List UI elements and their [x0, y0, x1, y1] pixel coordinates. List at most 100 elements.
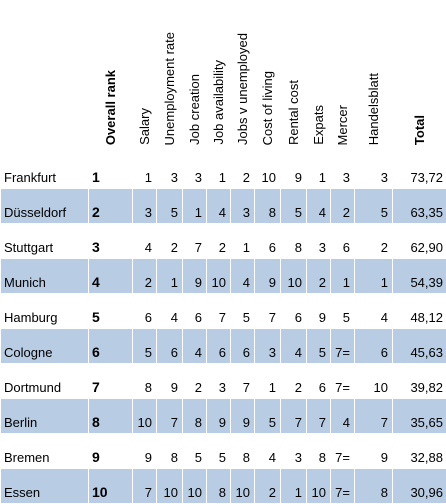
cell-cost-of-living: 8 [255, 189, 281, 224]
cell-city: Essen [1, 469, 89, 504]
cell-expats: 5 [307, 329, 331, 364]
cell-expats: 2 [307, 259, 331, 294]
cell-cost-of-living: 1 [255, 364, 281, 399]
cell-mercer: 7= [331, 364, 355, 399]
cell-jobs-v-unemployed: 5 [231, 294, 255, 329]
cell-unemployment-rate: 2 [157, 224, 183, 259]
cell-rental-cost: 4 [281, 329, 307, 364]
cell-unemployment-rate: 9 [157, 364, 183, 399]
cell-jobs-v-unemployed: 3 [231, 189, 255, 224]
cell-handelsblatt: 3 [355, 154, 393, 189]
cell-rank: 7 [89, 364, 133, 399]
cell-total: 45,63 [393, 329, 446, 364]
header-row: Overall rank Salary Unemployment rate Jo… [1, 1, 446, 154]
cell-handelsblatt: 2 [355, 224, 393, 259]
cell-rental-cost: 10 [281, 259, 307, 294]
cell-cost-of-living: 6 [255, 224, 281, 259]
cell-job-availability: 2 [207, 224, 231, 259]
cell-job-creation: 9 [183, 259, 207, 294]
cell-mercer: 5 [331, 294, 355, 329]
header-rental-cost: Rental cost [281, 1, 307, 154]
cell-rank: 9 [89, 434, 133, 469]
cell-unemployment-rate: 7 [157, 399, 183, 434]
cell-mercer: 6 [331, 224, 355, 259]
cell-total: 30,96 [393, 469, 446, 504]
cell-rental-cost: 5 [281, 189, 307, 224]
cell-job-creation: 7 [183, 224, 207, 259]
cell-city: Munich [1, 259, 89, 294]
cell-unemployment-rate: 5 [157, 189, 183, 224]
cell-mercer: 1 [331, 259, 355, 294]
cell-unemployment-rate: 1 [157, 259, 183, 294]
cell-city: Hamburg [1, 294, 89, 329]
cell-unemployment-rate: 6 [157, 329, 183, 364]
cell-mercer: 7= [331, 329, 355, 364]
cell-cost-of-living: 9 [255, 259, 281, 294]
cell-job-creation: 4 [183, 329, 207, 364]
cell-rank: 8 [89, 399, 133, 434]
cell-salary: 8 [133, 364, 157, 399]
cell-salary: 2 [133, 259, 157, 294]
cell-expats: 7 [307, 399, 331, 434]
header-job-creation: Job creation [183, 1, 207, 154]
cell-rank: 6 [89, 329, 133, 364]
cell-rank: 5 [89, 294, 133, 329]
cell-jobs-v-unemployed: 4 [231, 259, 255, 294]
cell-salary: 4 [133, 224, 157, 259]
header-job-availability: Job availability [207, 1, 231, 154]
cell-salary: 5 [133, 329, 157, 364]
cell-salary: 7 [133, 469, 157, 504]
cell-job-availability: 5 [207, 434, 231, 469]
header-overall-rank: Overall rank [89, 1, 133, 154]
cell-mercer: 2 [331, 189, 355, 224]
cell-handelsblatt: 9 [355, 434, 393, 469]
cell-unemployment-rate: 8 [157, 434, 183, 469]
cell-jobs-v-unemployed: 2 [231, 154, 255, 189]
cell-salary: 3 [133, 189, 157, 224]
header-expats: Expats [307, 1, 331, 154]
cell-city: Dortmund [1, 364, 89, 399]
cell-cost-of-living: 3 [255, 329, 281, 364]
corner-cell [1, 1, 89, 154]
cell-expats: 6 [307, 364, 331, 399]
cell-mercer: 3 [331, 154, 355, 189]
cell-city: Bremen [1, 434, 89, 469]
cell-expats: 4 [307, 189, 331, 224]
cell-city: Frankfurt [1, 154, 89, 189]
cell-mercer: 7= [331, 469, 355, 504]
cell-handelsblatt: 10 [355, 364, 393, 399]
header-salary: Salary [133, 1, 157, 154]
cell-rank: 2 [89, 189, 133, 224]
cell-expats: 9 [307, 294, 331, 329]
cell-unemployment-rate: 10 [157, 469, 183, 504]
cell-job-creation: 1 [183, 189, 207, 224]
cell-rental-cost: 1 [281, 469, 307, 504]
header-mercer: Mercer [331, 1, 355, 154]
cell-job-creation: 10 [183, 469, 207, 504]
cell-job-availability: 8 [207, 469, 231, 504]
cell-unemployment-rate: 4 [157, 294, 183, 329]
cell-total: 73,72 [393, 154, 446, 189]
cell-job-availability: 6 [207, 329, 231, 364]
header-unemployment-rate: Unemployment rate [157, 1, 183, 154]
cell-expats: 3 [307, 224, 331, 259]
cell-rental-cost: 8 [281, 224, 307, 259]
cell-job-creation: 6 [183, 294, 207, 329]
cell-rank: 10 [89, 469, 133, 504]
cell-job-creation: 2 [183, 364, 207, 399]
cell-jobs-v-unemployed: 9 [231, 399, 255, 434]
cell-job-availability: 9 [207, 399, 231, 434]
cell-city: Düsseldorf [1, 189, 89, 224]
cell-expats: 8 [307, 434, 331, 469]
header-handelsblatt: Handelsblatt [355, 1, 393, 154]
cell-rental-cost: 7 [281, 399, 307, 434]
cell-total: 32,88 [393, 434, 446, 469]
cell-city: Cologne [1, 329, 89, 364]
